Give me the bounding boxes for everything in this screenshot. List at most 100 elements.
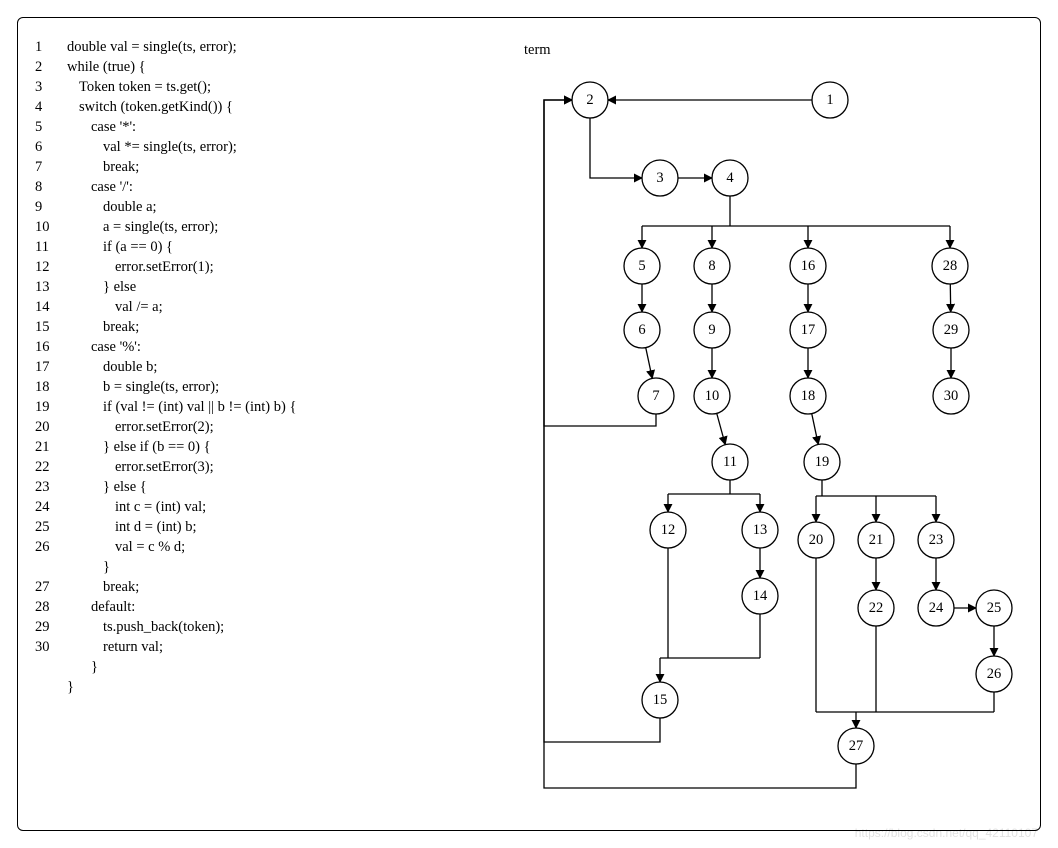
flowchart-node: 21 [858, 522, 894, 558]
code-text: double val = single(ts, error); [67, 37, 237, 57]
flowchart-node: 4 [712, 160, 748, 196]
flowchart-node: 7 [638, 378, 674, 414]
code-line: } [35, 557, 296, 577]
code-line: 18b = single(ts, error); [35, 377, 296, 397]
code-text: break; [67, 157, 139, 177]
line-number: 6 [35, 137, 67, 157]
svg-text:20: 20 [809, 532, 824, 548]
flowchart-node: 28 [932, 248, 968, 284]
code-line: } [35, 677, 296, 697]
flowchart-node: 13 [742, 512, 778, 548]
code-line: 5case '*': [35, 117, 296, 137]
code-line: 10a = single(ts, error); [35, 217, 296, 237]
svg-text:6: 6 [638, 322, 645, 338]
code-line: 16case '%': [35, 337, 296, 357]
svg-text:22: 22 [869, 600, 884, 616]
svg-text:12: 12 [661, 522, 676, 538]
svg-text:30: 30 [944, 388, 959, 404]
flowchart-node: 26 [976, 656, 1012, 692]
svg-text:8: 8 [708, 258, 715, 274]
code-listing: 1double val = single(ts, error);2while (… [35, 37, 296, 697]
line-number: 4 [35, 97, 67, 117]
svg-text:28: 28 [943, 258, 958, 274]
line-number: 23 [35, 477, 67, 497]
code-text: Token token = ts.get(); [67, 77, 211, 97]
svg-text:14: 14 [753, 588, 768, 604]
code-line: 21} else if (b == 0) { [35, 437, 296, 457]
line-number: 18 [35, 377, 67, 397]
code-text: } else if (b == 0) { [67, 437, 211, 457]
code-line: 11if (a == 0) { [35, 237, 296, 257]
svg-text:9: 9 [708, 322, 715, 338]
code-text: int d = (int) b; [67, 517, 196, 537]
code-line: 27break; [35, 577, 296, 597]
code-line: 8case '/': [35, 177, 296, 197]
flowchart: 1234567891011121314151617181920212223242… [524, 70, 1029, 810]
line-number: 3 [35, 77, 67, 97]
code-line: 9double a; [35, 197, 296, 217]
flowchart-node: 23 [918, 522, 954, 558]
diagram-title: term [524, 42, 551, 59]
code-line: 14val /= a; [35, 297, 296, 317]
flowchart-edge [812, 414, 819, 445]
code-text: if (a == 0) { [67, 237, 173, 257]
code-text: break; [67, 577, 139, 597]
flowchart-node: 22 [858, 590, 894, 626]
line-number: 11 [35, 237, 67, 257]
flowchart-node: 11 [712, 444, 748, 480]
code-text: } [67, 677, 74, 697]
code-line: 20error.setError(2); [35, 417, 296, 437]
code-line: 29ts.push_back(token); [35, 617, 296, 637]
code-text: return val; [67, 637, 163, 657]
svg-text:5: 5 [638, 258, 645, 274]
code-text: } [67, 557, 110, 577]
line-number: 26 [35, 537, 67, 557]
line-number: 2 [35, 57, 67, 77]
svg-text:27: 27 [849, 738, 864, 754]
flowchart-node: 20 [798, 522, 834, 558]
code-line: 4switch (token.getKind()) { [35, 97, 296, 117]
code-text: double a; [67, 197, 157, 217]
code-text: val /= a; [67, 297, 163, 317]
code-text: error.setError(3); [67, 457, 214, 477]
code-text: } [67, 657, 98, 677]
code-text: case '*': [67, 117, 136, 137]
flowchart-node: 3 [642, 160, 678, 196]
line-number: 8 [35, 177, 67, 197]
code-line: 28default: [35, 597, 296, 617]
watermark: https://blog.csdn.net/qq_42110107 [855, 826, 1038, 840]
flowchart-node: 10 [694, 378, 730, 414]
flowchart-node: 30 [933, 378, 969, 414]
line-number: 7 [35, 157, 67, 177]
line-number [35, 657, 67, 677]
line-number: 27 [35, 577, 67, 597]
svg-text:19: 19 [815, 454, 830, 470]
code-text: val = c % d; [67, 537, 185, 557]
flowchart-edge [717, 413, 726, 444]
flowchart-node: 9 [694, 312, 730, 348]
svg-text:13: 13 [753, 522, 768, 538]
flowchart-node: 17 [790, 312, 826, 348]
line-number: 24 [35, 497, 67, 517]
code-line: 23} else { [35, 477, 296, 497]
code-text: default: [67, 597, 135, 617]
code-line: 24int c = (int) val; [35, 497, 296, 517]
svg-text:23: 23 [929, 532, 944, 548]
code-text: double b; [67, 357, 157, 377]
svg-text:1: 1 [826, 92, 833, 108]
svg-text:4: 4 [726, 170, 734, 186]
code-line: 22error.setError(3); [35, 457, 296, 477]
line-number: 1 [35, 37, 67, 57]
flowchart-node: 25 [976, 590, 1012, 626]
svg-text:18: 18 [801, 388, 816, 404]
svg-text:24: 24 [929, 600, 944, 616]
code-line: 13} else [35, 277, 296, 297]
line-number: 20 [35, 417, 67, 437]
code-text: break; [67, 317, 139, 337]
flowchart-node: 6 [624, 312, 660, 348]
svg-text:2: 2 [586, 92, 593, 108]
page: 1double val = single(ts, error);2while (… [0, 0, 1058, 848]
flowchart-edge [590, 118, 642, 178]
svg-text:26: 26 [987, 666, 1002, 682]
line-number: 25 [35, 517, 67, 537]
